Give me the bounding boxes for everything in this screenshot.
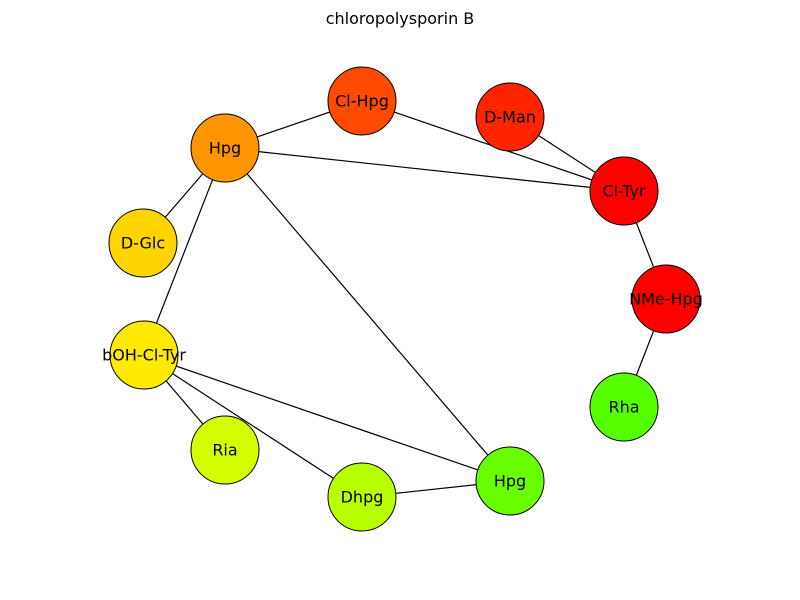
graph-node: Hpg	[190, 113, 260, 183]
node-label: Cl-Hpg	[335, 92, 389, 111]
graph-node: D-Glc	[108, 208, 178, 278]
graph-edge	[143, 147, 226, 356]
node-circle	[327, 462, 397, 532]
graph-node: Cl-Tyr	[589, 156, 659, 226]
graph-node: D-Man	[475, 82, 545, 152]
node-circle	[190, 415, 260, 485]
node-circle	[190, 113, 260, 183]
graph-edge	[224, 147, 511, 482]
node-label: bOH-Cl-Tyr	[102, 346, 186, 365]
node-label: Hpg	[209, 139, 241, 158]
node-circle	[109, 320, 179, 390]
node-circle	[631, 264, 701, 334]
node-label: Dhpg	[341, 488, 384, 507]
node-circle	[475, 82, 545, 152]
graph-edge	[224, 147, 625, 192]
graph-node: Dhpg	[327, 462, 397, 532]
node-circle	[589, 156, 659, 226]
node-label: D-Man	[484, 108, 536, 127]
node-label: Rha	[608, 398, 639, 417]
graph-edge	[143, 354, 363, 498]
graph-edge	[143, 354, 511, 482]
graph-node: Rha	[589, 372, 659, 442]
node-label: Hpg	[494, 472, 526, 491]
node-circle	[108, 208, 178, 278]
node-circle	[475, 446, 545, 516]
graph-node: Hpg	[475, 446, 545, 516]
graph-node: Cl-Hpg	[327, 66, 397, 136]
node-label: D-Glc	[121, 234, 165, 253]
graph-node: bOH-Cl-Tyr	[102, 320, 186, 390]
node-circle	[327, 66, 397, 136]
node-label: NMe-Hpg	[629, 290, 703, 309]
node-label: Cl-Tyr	[602, 182, 646, 201]
graph-node: Ria	[190, 415, 260, 485]
graph-title: chloropolysporin B	[325, 9, 475, 28]
node-circle	[589, 372, 659, 442]
node-label: Ria	[212, 441, 237, 460]
nodes-layer: Cl-Hpg D-Man Hpg Cl-Tyr D-Glc NMe-Hpg bOH-Cl-T…	[102, 66, 703, 532]
graph-node: NMe-Hpg	[629, 264, 703, 334]
